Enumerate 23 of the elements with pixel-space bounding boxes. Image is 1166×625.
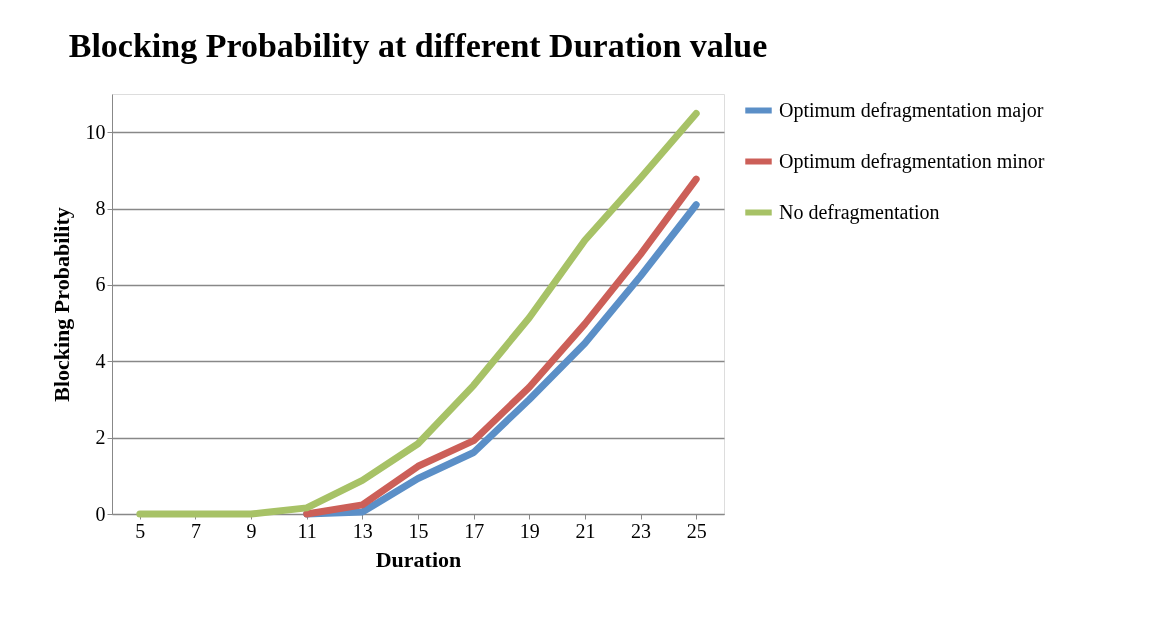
x-tick-label: 15 (408, 519, 429, 542)
legend-label: No defragmentation (779, 200, 940, 224)
y-tick-label: 10 (85, 120, 106, 143)
x-tick-label: 13 (352, 519, 373, 542)
y-tick-label: 2 (95, 426, 106, 449)
y-tick-label: 0 (95, 502, 106, 525)
x-axis-title: Duration (375, 546, 462, 572)
y-tick-label: 8 (95, 197, 106, 220)
legend-label: Optimum defragmentation minor (779, 149, 1045, 173)
x-tick-label: 17 (464, 519, 485, 542)
x-tick-label: 21 (575, 519, 596, 542)
x-tick-label: 25 (686, 519, 707, 542)
legend-label: Optimum defragmentation major (779, 98, 1044, 122)
chart-title: Blocking Probability at different Duration value (68, 27, 768, 64)
y-tick-label: 6 (95, 273, 106, 296)
x-tick-label: 19 (519, 519, 540, 542)
x-tick-label: 7 (190, 519, 201, 542)
x-tick-label: 23 (631, 519, 652, 542)
y-tick-label: 4 (95, 349, 106, 372)
x-tick-label: 11 (297, 519, 317, 542)
y-axis-title: Blocking Probability (48, 207, 74, 402)
x-tick-label: 5 (135, 519, 146, 542)
x-tick-label: 9 (246, 519, 257, 542)
